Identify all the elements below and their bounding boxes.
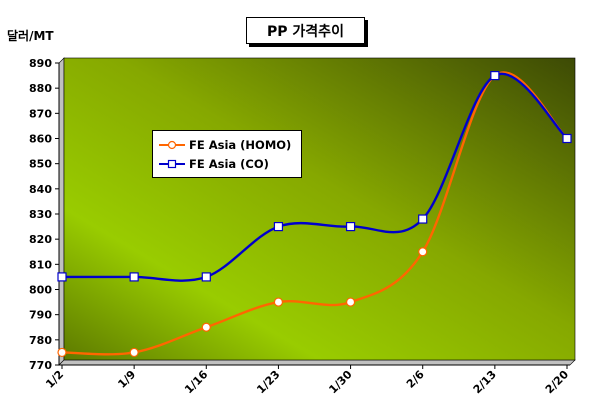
data-point-0 (129, 347, 139, 358)
chart-title: PP 가격추이 (246, 17, 365, 44)
legend-item-co: FE Asia (CO) (159, 156, 269, 172)
y-tick-label: 800 (29, 284, 52, 297)
legend: FE Asia (HOMO) FE Asia (CO) (152, 130, 302, 178)
y-tick-label: 890 (29, 57, 52, 70)
x-tick-label: 2/20 (543, 368, 572, 397)
legend-marker-co (159, 159, 185, 169)
y-tick-label: 790 (29, 309, 52, 322)
y-tick-label: 880 (29, 82, 52, 95)
y-tick-label: 810 (29, 258, 52, 271)
y-tick-label: 780 (29, 334, 52, 347)
x-tick-label: 1/23 (254, 368, 282, 396)
x-tick-label: 2/13 (471, 368, 499, 396)
plot-side-wall (58, 57, 65, 366)
legend-marker-homo (159, 140, 185, 150)
data-point-0 (418, 247, 428, 257)
y-tick-label: 860 (29, 133, 52, 146)
data-point-1 (562, 133, 572, 144)
y-tick-label: 840 (29, 183, 52, 196)
legend-item-homo: FE Asia (HOMO) (159, 137, 291, 153)
y-tick-label: 820 (29, 233, 52, 246)
data-point-1 (201, 272, 211, 282)
plot-area (63, 57, 576, 361)
legend-label-co: FE Asia (CO) (189, 157, 269, 171)
data-point-1 (57, 272, 67, 282)
x-tick-label: 1/16 (182, 368, 211, 397)
y-tick-label: 830 (29, 208, 52, 221)
data-point-0 (201, 322, 211, 332)
x-tick-label: 1/30 (326, 368, 355, 397)
data-point-0 (345, 297, 356, 307)
y-tick-label: 770 (29, 359, 52, 372)
data-point-1 (490, 70, 500, 81)
data-point-1 (418, 214, 428, 224)
y-axis-label: 달러/MT (7, 29, 54, 43)
y-tick-label: 850 (29, 158, 52, 171)
data-point-0 (57, 347, 67, 358)
data-point-1 (345, 221, 356, 232)
legend-label-homo: FE Asia (HOMO) (189, 138, 292, 152)
y-tick-label: 870 (29, 107, 52, 120)
data-point-1 (273, 221, 284, 232)
x-tick-label: 1/9 (115, 368, 138, 391)
x-tick-label: 2/6 (404, 368, 427, 391)
data-point-1 (129, 272, 139, 282)
data-point-0 (273, 297, 284, 307)
plot-floor (58, 359, 576, 366)
